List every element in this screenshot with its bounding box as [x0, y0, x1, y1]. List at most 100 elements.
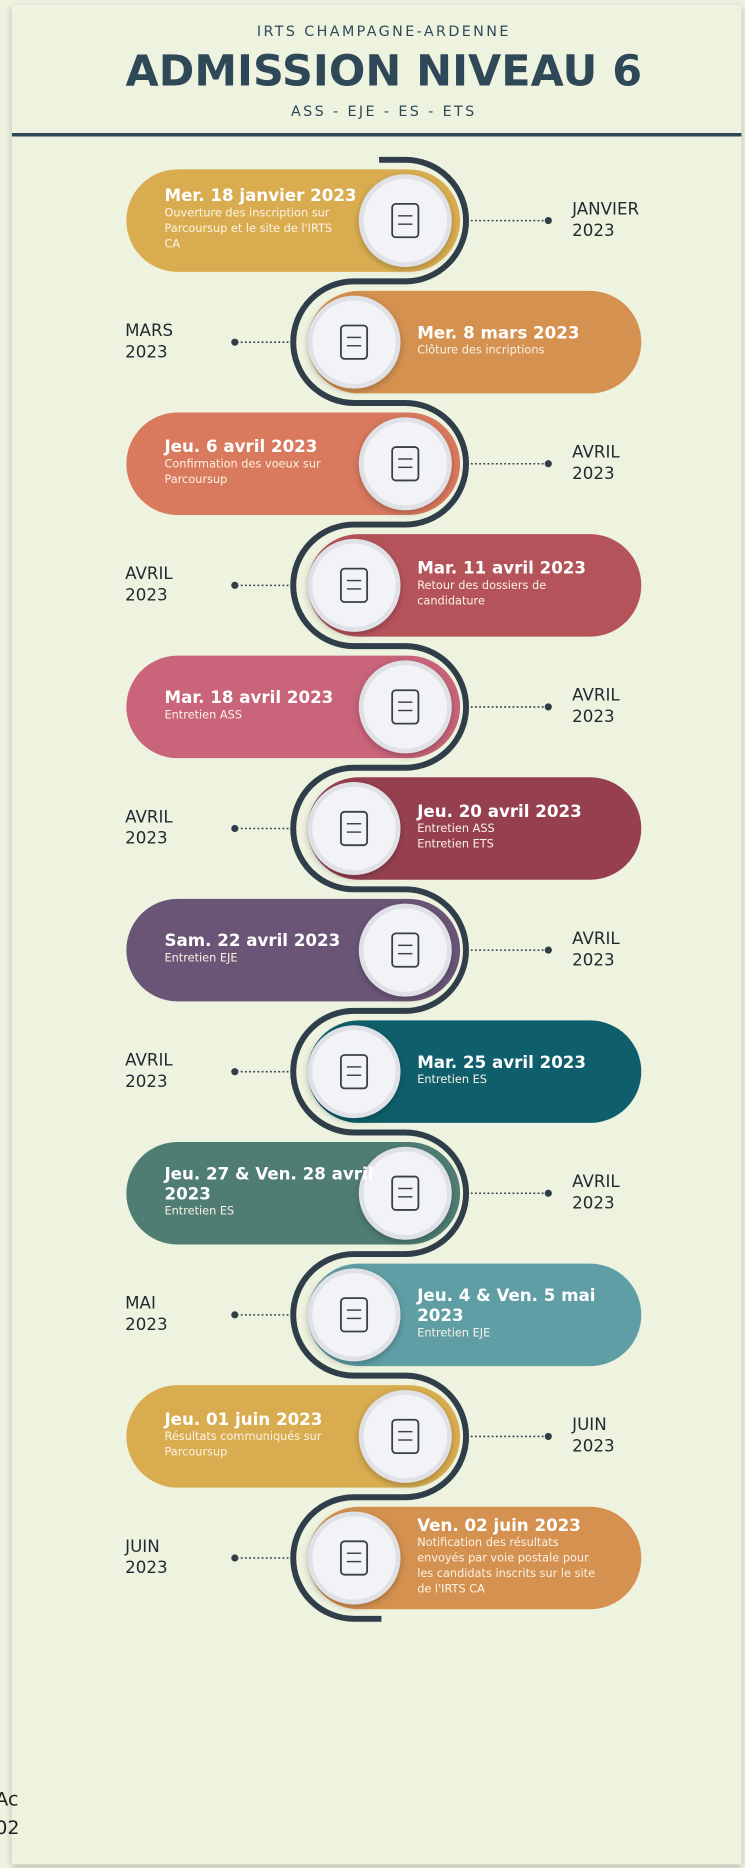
- icon: [340, 1297, 369, 1333]
- event-description: Notification des résultats: [417, 1535, 559, 1549]
- icon-circle: [307, 295, 401, 389]
- event-date: Jeu. 27 & Ven. 28 avril: [163, 1164, 373, 1183]
- icon: [340, 1540, 369, 1576]
- icon: [340, 567, 369, 603]
- month: AVRIL: [125, 807, 173, 826]
- connector-dot: [231, 1311, 239, 1319]
- month: AVRIL: [572, 443, 620, 462]
- year: 2023: [125, 1558, 167, 1577]
- icon-circle: [358, 660, 452, 754]
- event-description: Entretien ASS: [164, 707, 242, 721]
- icon-circle: [307, 1025, 401, 1119]
- year: 2023: [572, 950, 614, 969]
- event-description: Entretien ES: [417, 1072, 487, 1086]
- event-date: 2023: [417, 1306, 463, 1325]
- connector-dot: [544, 946, 552, 954]
- month: JUIN: [571, 1415, 607, 1434]
- connector-dot: [544, 460, 552, 468]
- event-description: de l'IRTS CA: [417, 1582, 485, 1596]
- event-date: 2023: [164, 1185, 210, 1204]
- icon: [340, 324, 369, 360]
- event-description: Confirmation des voeux sur: [164, 456, 321, 470]
- event-description: Entretien ES: [164, 1204, 234, 1218]
- event-description: Clôture des incriptions: [417, 343, 544, 357]
- icon-circle: [307, 1511, 401, 1605]
- connector-dot: [544, 217, 552, 225]
- year: 2023: [572, 1437, 614, 1456]
- footer-fragment: 02: [0, 1817, 19, 1839]
- month: AVRIL: [572, 1172, 620, 1191]
- timeline-path: [290, 156, 470, 1622]
- month: AVRIL: [125, 564, 173, 583]
- event-date: Mar. 18 avril 2023: [164, 688, 333, 707]
- connector-dot: [544, 703, 552, 711]
- icon: [391, 1418, 420, 1455]
- event-description: les candidats inscrits sur le site: [417, 1566, 595, 1580]
- event-description: Parcoursup: [164, 1445, 227, 1459]
- month: MARS: [125, 321, 173, 340]
- year: 2023: [125, 586, 167, 605]
- month: AVRIL: [572, 686, 620, 705]
- icon-circle: [307, 782, 401, 875]
- year: 2023: [572, 707, 614, 726]
- connector-dot: [231, 824, 239, 833]
- connector-dot: [544, 1432, 552, 1441]
- icon-circle: [358, 1146, 452, 1240]
- icon-circle: [358, 417, 452, 511]
- connector-dot: [231, 581, 239, 589]
- event-date: Jeu. 4 & Ven. 5 mai: [416, 1286, 595, 1305]
- event-description: CA: [164, 236, 180, 250]
- icon-circle: [307, 538, 401, 632]
- icon-circle: [358, 1389, 452, 1483]
- year: 2023: [125, 1072, 167, 1091]
- icon: [391, 932, 420, 968]
- event-date: Mar. 25 avril 2023: [417, 1053, 586, 1072]
- year: 2023: [125, 829, 167, 848]
- icon-circle: [358, 174, 452, 268]
- event-description: Entretien ETS: [417, 837, 494, 851]
- event-description: Entretien ASS: [417, 821, 495, 835]
- icon: [391, 446, 420, 482]
- connector-dot: [231, 1554, 239, 1562]
- year: 2023: [125, 1315, 167, 1334]
- month: AVRIL: [572, 929, 620, 948]
- event-date: Jeu. 01 juin 2023: [163, 1410, 322, 1429]
- event-description: candidature: [417, 593, 485, 607]
- year: 2023: [125, 342, 167, 361]
- event-description: Entretien EJE: [417, 1325, 490, 1339]
- month: JANVIER: [571, 199, 639, 218]
- event-date: Ven. 02 juin 2023: [417, 1516, 581, 1535]
- icon: [391, 689, 420, 725]
- event-description: envoyés par voie postale pour: [417, 1551, 589, 1565]
- event-description: Parcoursup et le site de l'IRTS: [164, 221, 332, 235]
- month: JUIN: [124, 1537, 160, 1556]
- month: AVRIL: [125, 1050, 173, 1069]
- organization: IRTS CHAMPAGNE-ARDENNE: [257, 24, 511, 40]
- connector-dot: [231, 338, 239, 346]
- icon: [391, 1175, 420, 1211]
- icon: [340, 1054, 369, 1090]
- event-date: Jeu. 6 avril 2023: [163, 437, 317, 456]
- footer-fragment: Ac: [0, 1788, 18, 1810]
- year: 2023: [572, 464, 614, 483]
- event-date: Jeu. 20 avril 2023: [416, 802, 582, 821]
- icon: [391, 203, 420, 239]
- subtitle: ASS - EJE - ES - ETS: [291, 104, 477, 120]
- event-description: Entretien EJE: [164, 950, 237, 964]
- icon-circle: [307, 1268, 401, 1362]
- main-title: ADMISSION NIVEAU 6: [126, 46, 643, 96]
- event-date: Mer. 8 mars 2023: [417, 323, 579, 342]
- event-date: Sam. 22 avril 2023: [164, 931, 340, 950]
- icon: [340, 810, 369, 847]
- icon-circle: [358, 903, 452, 997]
- connector-dot: [544, 1189, 552, 1197]
- connector-dot: [231, 1068, 239, 1076]
- year: 2023: [572, 221, 614, 240]
- month: MAI: [125, 1294, 156, 1313]
- event-date: Mer. 18 janvier 2023: [164, 186, 356, 205]
- event-description: Retour des dossiers de: [417, 578, 546, 592]
- event-description: Parcoursup: [164, 472, 227, 486]
- event-description: Ouverture des inscription sur: [164, 205, 329, 219]
